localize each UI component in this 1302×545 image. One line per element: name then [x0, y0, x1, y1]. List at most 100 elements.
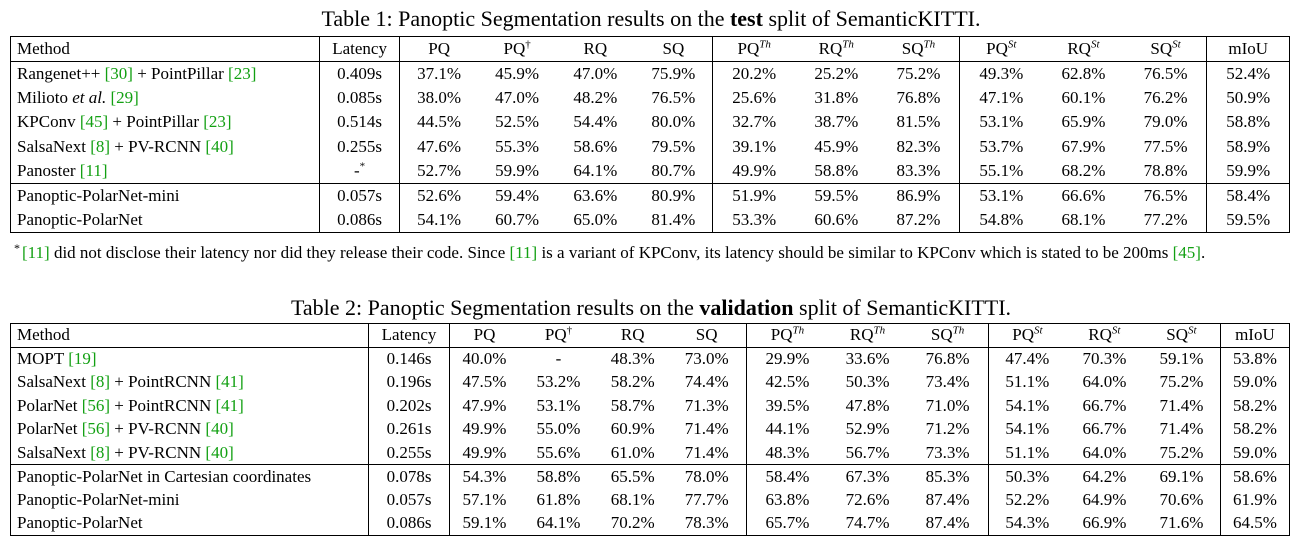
citation-link[interactable]: [29]: [110, 87, 139, 107]
metric-cell: 56.7%: [845, 442, 890, 462]
metric-cell: 38.0%: [399, 85, 478, 110]
metric-cell: 59.9%: [495, 161, 540, 180]
citation-link[interactable]: [19]: [68, 349, 97, 368]
table-row: SalsaNext [8] + PointRCNN [41] 0.196s 47.5…: [11, 370, 1290, 395]
method-cell: SalsaNext [8] + PointRCNN [41]: [11, 371, 369, 395]
metric-cell: 78.8%: [1143, 161, 1188, 180]
column-header-label: PQ: [473, 325, 496, 345]
metric-cell: 47.8%: [845, 395, 890, 415]
metric-cell: 69.1%: [1143, 464, 1221, 488]
metric-cell: 65.9%: [1061, 112, 1106, 132]
citation-link[interactable]: [41]: [215, 395, 244, 415]
citation-link[interactable]: [45]: [1172, 243, 1201, 262]
method-cell: Panoptic-PolarNet-mini: [10, 183, 320, 208]
metric-cell: 87.4%: [925, 489, 970, 509]
metric-cell: 40.0%: [449, 346, 519, 371]
text-run: did not disclose their latency nor did t…: [49, 243, 510, 262]
citation-link[interactable]: [40]: [205, 419, 234, 439]
metric-cell: 52.6%: [399, 183, 478, 208]
metric-cell: 25.6%: [712, 85, 796, 110]
metric-cell: 61.9%: [1219, 488, 1290, 512]
metric-cell: 52.4%: [1206, 60, 1290, 86]
metric-cell: 58.7%: [610, 395, 655, 415]
metric-cell: 77.7%: [684, 489, 729, 509]
text-run: Panoptic-PolarNet-mini: [17, 186, 180, 205]
citation-link[interactable]: [41]: [215, 372, 244, 392]
text-run: .: [1200, 243, 1206, 262]
citation-link[interactable]: [8]: [90, 136, 111, 156]
column-header: SQTh: [877, 37, 959, 62]
metric-cell: 68.1%: [1061, 210, 1106, 229]
metric-cell: 47.0%: [495, 87, 540, 107]
citation-link[interactable]: [45]: [79, 112, 109, 132]
metric-cell: 80.7%: [651, 161, 696, 180]
metric-cell: 76.5%: [651, 87, 696, 107]
column-header-label: PQ: [986, 38, 1008, 58]
metric-cell: 78.0%: [667, 464, 747, 488]
metric-cell: 87.4%: [925, 513, 970, 532]
text-run: SalsaNext: [17, 136, 91, 156]
table-row: Milioto et al. [29] 0.085s 38.0% 47.0% 48.2%…: [11, 85, 1290, 111]
metric-cell: 68.1%: [610, 489, 655, 509]
metric-cell: 33.6%: [827, 346, 908, 371]
citation-link[interactable]: [11]: [22, 243, 50, 262]
column-header: PQSt: [959, 36, 1043, 61]
metric-cell: 68.2%: [1061, 161, 1106, 180]
text-run: Panoptic-PolarNet: [17, 513, 143, 532]
metric-cell: 65.7%: [746, 511, 828, 535]
latency-cell: 0.086s: [367, 511, 450, 535]
text-run: + PointPillar: [132, 63, 229, 83]
citation-link[interactable]: [40]: [205, 136, 234, 156]
column-header: PQTh: [712, 36, 796, 61]
column-header: PQ: [399, 36, 478, 61]
column-header: RQTh: [828, 324, 907, 348]
metric-cell: 50.3%: [845, 372, 890, 392]
metric-cell: 67.3%: [827, 464, 908, 488]
citation-link[interactable]: [11]: [509, 243, 538, 262]
text-run: Panoster: [17, 161, 80, 180]
column-header-label: PQ: [503, 38, 526, 58]
column-header-superscript: St: [1172, 38, 1181, 51]
text-run: + PointPillar: [108, 112, 204, 132]
table2-caption-prefix: Table 2: Panoptic Segmentation results o…: [290, 295, 700, 320]
metric-cell: 86.9%: [877, 183, 960, 208]
latency-cell: 0.078s: [367, 464, 450, 488]
metric-cell: 25.2%: [795, 60, 878, 86]
citation-link[interactable]: [11]: [79, 161, 108, 180]
column-header: PQTh: [746, 323, 828, 347]
metric-cell: 54.3%: [987, 511, 1066, 535]
metric-cell: 48.3%: [746, 441, 828, 465]
table1-caption: Table 1: Panoptic Segmentation results o…: [0, 6, 1302, 32]
metric-cell: 70.3%: [1065, 346, 1144, 371]
citation-link[interactable]: [8]: [90, 442, 111, 462]
column-header-label: SQ: [1166, 325, 1188, 345]
column-header-label: RQ: [1088, 325, 1112, 345]
metric-cell: 61.0%: [610, 442, 655, 462]
latency-cell: 0.255s: [367, 441, 450, 465]
column-header-superscript: Th: [792, 324, 805, 337]
table-row: Panoptic-PolarNet 0.086s 54.1% 60.7% 65.0% 81…: [11, 208, 1290, 233]
column-header-label: PQ: [1012, 325, 1034, 345]
citation-link[interactable]: [40]: [205, 442, 234, 462]
column-header-label: Latency: [332, 38, 387, 58]
method-cell: Panoptic-PolarNet-mini: [11, 488, 369, 512]
metric-cell: 74.4%: [684, 372, 729, 392]
citation-link[interactable]: [56]: [81, 419, 111, 439]
metric-cell: 81.5%: [896, 112, 941, 132]
column-header-label: RQ: [849, 325, 874, 345]
text-run: PolarNet: [17, 395, 82, 415]
column-header-label: Latency: [381, 325, 437, 345]
metric-cell: 55.1%: [959, 159, 1043, 184]
citation-link[interactable]: [56]: [81, 395, 111, 415]
metric-cell: 65.5%: [598, 464, 668, 488]
latency-cell: 0.085s: [318, 85, 400, 110]
citation-link[interactable]: [30]: [104, 63, 133, 83]
citation-link[interactable]: [23]: [203, 112, 232, 132]
column-header: PQ: [449, 323, 519, 347]
metric-cell: 51.1%: [987, 441, 1066, 465]
metric-cell: 53.1%: [959, 110, 1043, 135]
method-cell: Milioto et al. [29]: [11, 86, 320, 111]
citation-link[interactable]: [8]: [90, 372, 111, 392]
column-header: SQ: [667, 324, 746, 348]
citation-link[interactable]: [23]: [228, 63, 257, 83]
